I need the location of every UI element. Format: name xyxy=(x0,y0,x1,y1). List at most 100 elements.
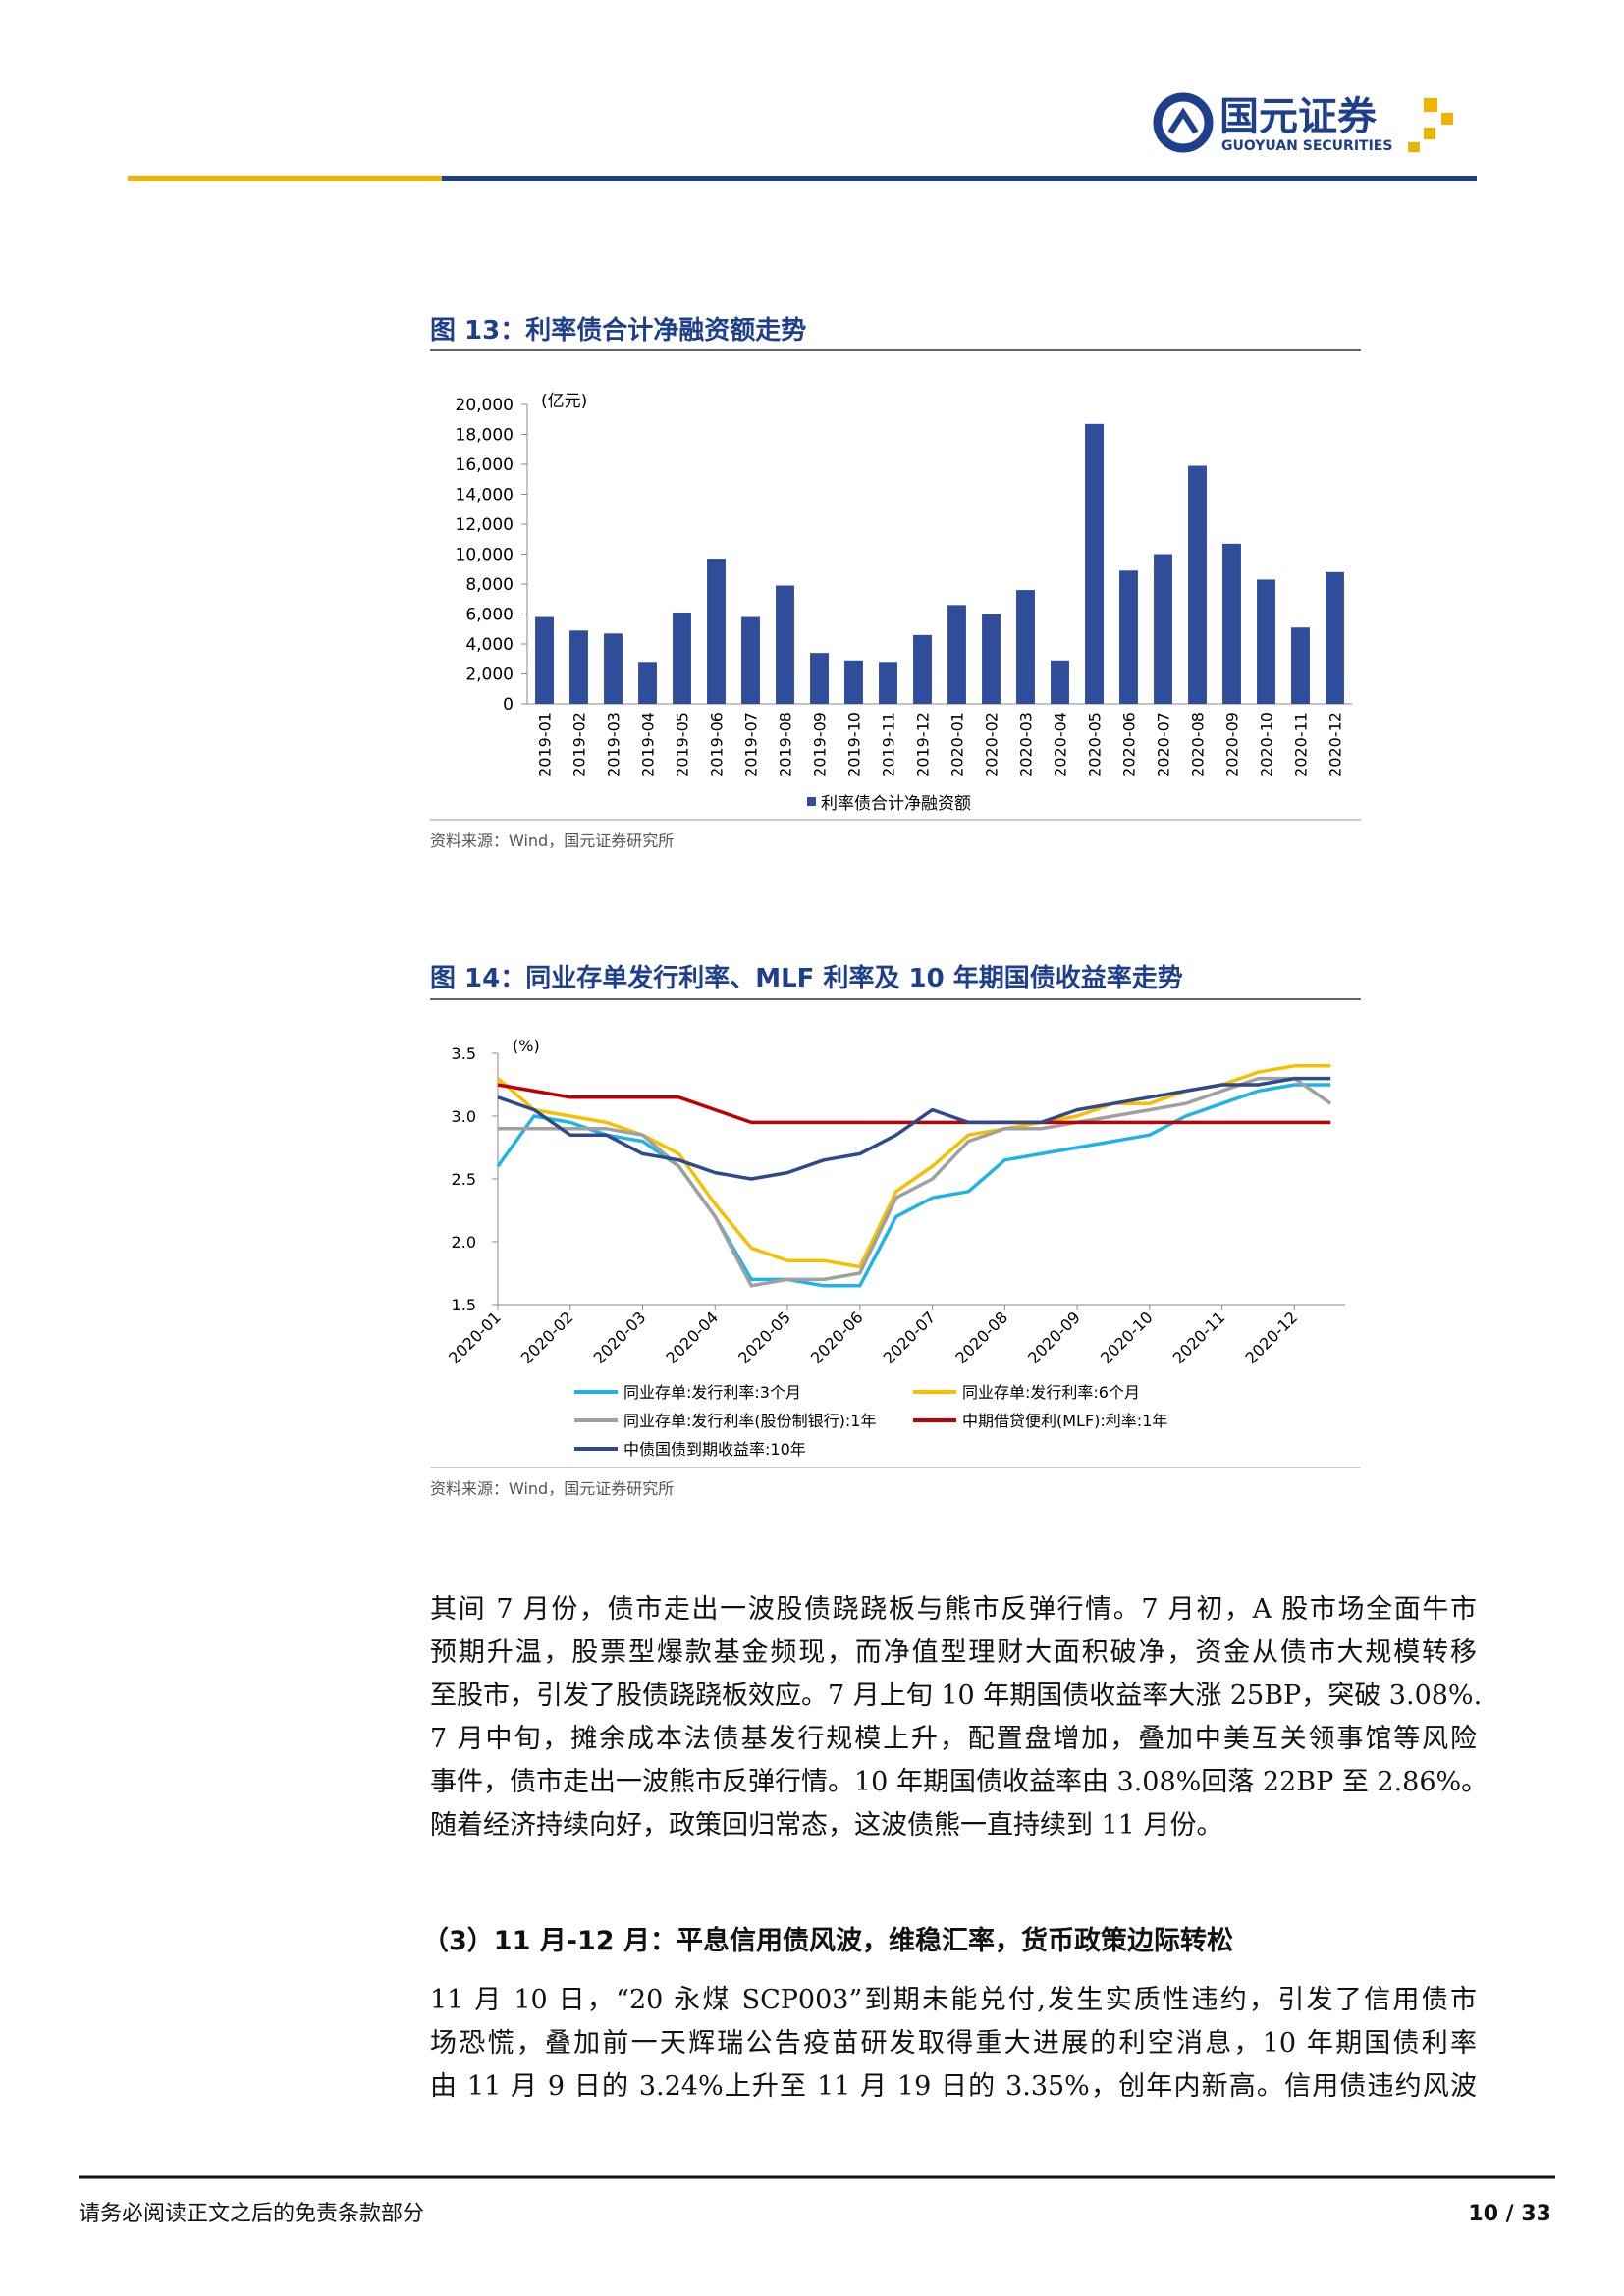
x-tick-label: 2019-09 xyxy=(811,712,830,777)
bar xyxy=(1051,660,1069,704)
logo-square xyxy=(1424,128,1435,139)
x-tick-label: 2019-01 xyxy=(536,712,555,777)
section-heading: （3）11 月-12 月：平息信用债风波，维稳汇率，货币政策边际转松 xyxy=(422,1926,1233,1956)
y-tick-label: 16,000 xyxy=(456,455,514,475)
x-tick-label: 2020-03 xyxy=(1017,712,1036,777)
bar xyxy=(604,633,623,704)
x-tick-label: 2020-07 xyxy=(880,1308,940,1367)
x-tick-label: 2020-04 xyxy=(662,1308,722,1367)
bar xyxy=(1222,543,1241,704)
bar xyxy=(1188,465,1207,704)
y-tick-label: 10,000 xyxy=(456,546,514,565)
x-tick-label: 2020-02 xyxy=(983,712,1001,777)
x-tick-label: 2019-02 xyxy=(570,712,589,777)
bar xyxy=(879,662,897,704)
series-line xyxy=(497,1076,1331,1181)
bar xyxy=(776,585,794,704)
y-tick-label: 12,000 xyxy=(456,515,514,535)
bar xyxy=(1016,590,1035,704)
legend-label: 同业存单:发行利率:3个月 xyxy=(623,1383,801,1402)
x-tick-label: 2020-09 xyxy=(1024,1308,1084,1367)
paragraph-line: 预期升温，股票型爆款基金频现，而净值型理财大面积破净，资金从债市大规模转移 xyxy=(430,1637,1477,1668)
bar xyxy=(741,616,760,704)
x-tick-label: 2020-05 xyxy=(734,1308,794,1367)
bar xyxy=(707,559,726,704)
legend-label: 中债国债到期收益率:10年 xyxy=(623,1440,806,1459)
figure-source: 资料来源：Wind，国元证券研究所 xyxy=(430,1479,674,1498)
x-tick-label: 2020-10 xyxy=(1258,712,1276,777)
y-tick-label: 4,000 xyxy=(465,635,514,655)
x-tick-label: 2020-04 xyxy=(1052,712,1070,777)
bar xyxy=(947,605,966,704)
header-bar xyxy=(128,176,442,181)
figure-source: 资料来源：Wind，国元证券研究所 xyxy=(430,831,674,850)
x-tick-label: 2019-11 xyxy=(880,712,898,777)
bar xyxy=(1326,571,1344,704)
x-tick-label: 2020-07 xyxy=(1155,712,1173,777)
x-tick-label: 2019-04 xyxy=(639,712,658,777)
x-tick-label: 2020-12 xyxy=(1241,1308,1301,1367)
x-tick-label: 2020-10 xyxy=(1097,1308,1157,1367)
x-tick-label: 2020-01 xyxy=(445,1308,505,1367)
paragraph-line: 随着经济持续向好，政策回归常态，这波债熊一直持续到 11 月份。 xyxy=(430,1810,1223,1841)
header-bar xyxy=(442,176,1477,181)
legend-label: 同业存单:发行利率(股份制银行):1年 xyxy=(623,1412,876,1430)
x-tick-label: 2020-11 xyxy=(1169,1308,1229,1367)
y-tick-label: 14,000 xyxy=(456,486,514,506)
y-tick-label: 20,000 xyxy=(456,396,514,415)
y-tick-label: 2,000 xyxy=(465,666,514,685)
x-tick-label: 2020-08 xyxy=(1189,712,1208,777)
x-tick-label: 2020-02 xyxy=(517,1308,577,1367)
bar xyxy=(638,662,657,704)
y-tick-label: 2.5 xyxy=(452,1170,476,1189)
series-line xyxy=(498,1076,1332,1288)
x-tick-label: 2020-11 xyxy=(1292,712,1311,777)
company-name-en: GUOYUAN SECURITIES xyxy=(1221,138,1392,154)
logo-square xyxy=(1441,113,1453,125)
x-tick-label: 2019-03 xyxy=(605,712,623,777)
x-tick-label: 2020-01 xyxy=(948,712,967,777)
x-tick-label: 2020-09 xyxy=(1223,712,1242,777)
bar xyxy=(1291,627,1310,704)
y-tick-label: 3.5 xyxy=(452,1044,476,1063)
unit-label: (亿元) xyxy=(541,392,587,411)
y-tick-label: 18,000 xyxy=(456,426,514,446)
bar xyxy=(569,630,588,704)
series-line xyxy=(497,1083,1331,1125)
bar xyxy=(844,660,863,704)
page-number: 10 / 33 xyxy=(1468,2202,1551,2226)
company-name: 国元证券 xyxy=(1219,94,1378,139)
bar xyxy=(810,653,829,704)
x-tick-label: 2020-06 xyxy=(807,1308,867,1367)
logo-square xyxy=(1424,98,1437,112)
bar xyxy=(913,634,932,704)
y-tick-label: 1.5 xyxy=(452,1296,476,1314)
logo-icon xyxy=(1153,92,1214,153)
logo-arrow xyxy=(1167,107,1199,134)
x-tick-label: 2020-05 xyxy=(1086,712,1105,777)
bar xyxy=(1257,579,1275,704)
legend-label: 中期借贷便利(MLF):利率:1年 xyxy=(962,1412,1167,1430)
bar xyxy=(535,616,554,704)
x-tick-label: 2020-03 xyxy=(590,1308,650,1367)
legend-label: 利率债合计净融资额 xyxy=(821,794,971,814)
bar xyxy=(1085,423,1104,704)
legend-label: 同业存单:发行利率:6个月 xyxy=(962,1383,1140,1402)
x-tick-label: 2019-06 xyxy=(708,712,727,777)
paragraph-line: 其间 7 月份，债市走出一波股债跷跷板与熊市反弹行情。7 月初，A 股市场全面牛… xyxy=(430,1594,1477,1625)
y-tick-label: 3.0 xyxy=(452,1107,476,1126)
paragraph-line: 11 月 10 日，“20 永煤 SCP003”到期未能兑付,发生实质性违约，引… xyxy=(430,1985,1477,2015)
footer-disclaimer: 请务必阅读正文之后的免责条款部分 xyxy=(79,2202,424,2226)
x-tick-label: 2019-07 xyxy=(742,712,761,777)
paragraph-line: 事件，债市走出一波熊市反弹行情。10 年期国债收益率由 3.08%回落 22BP… xyxy=(430,1767,1489,1797)
bar xyxy=(982,614,1001,704)
x-tick-label: 2019-10 xyxy=(845,712,864,777)
series-line xyxy=(496,1083,1331,1288)
legend-swatch xyxy=(807,797,816,806)
bar xyxy=(1154,554,1172,704)
bar xyxy=(1119,570,1138,704)
logo-square xyxy=(1408,142,1420,152)
figure-title: 图 14：同业存单发行利率、MLF 利率及 10 年期国债收益率走势 xyxy=(430,963,1183,993)
